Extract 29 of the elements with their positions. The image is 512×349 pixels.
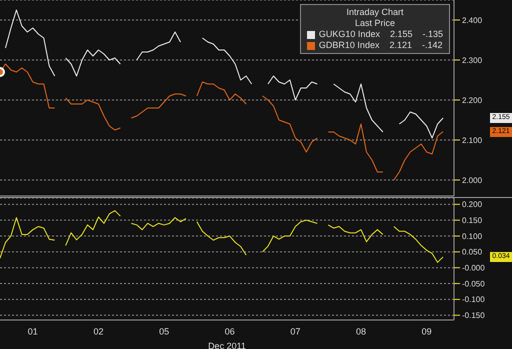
legend-label: GDBR10 Index (318, 40, 380, 51)
y-tick-label: 0.050 (462, 248, 483, 257)
x-axis-title: Dec 2011 (208, 341, 246, 349)
y-tick-label: -0.050 (462, 279, 486, 288)
x-tick-label: 07 (290, 326, 300, 336)
x-tick-label: 05 (159, 326, 170, 336)
y-tick-label: 0.100 (462, 232, 483, 241)
annotation: Last Price (354, 18, 396, 29)
y-tick-label: 2.300 (462, 56, 483, 65)
legend-label: GUKG10 Index (318, 29, 380, 40)
y-tick-label: 0.200 (462, 200, 483, 210)
annotation: -.142 (422, 40, 442, 51)
annotation: 2.121 (389, 40, 412, 51)
annotation: -.135 (422, 29, 443, 40)
legend-title: Intraday Chart (345, 7, 404, 18)
y-tick-label: 2.400 (462, 16, 483, 25)
y-tick-label: 0.150 (462, 216, 483, 226)
x-tick-label: 09 (422, 326, 432, 336)
y-tick-label: 2.100 (462, 136, 483, 145)
y-tick-label: -0.000 (462, 264, 486, 273)
x-tick-label: 08 (356, 326, 366, 336)
y-tick-label: -0.100 (462, 295, 486, 304)
y-tick-label: 2.200 (462, 96, 483, 105)
x-tick-label: 06 (224, 326, 235, 336)
y-tick-label: -0.150 (462, 311, 486, 320)
annotation: 2.155 (390, 29, 412, 40)
x-tick-label: 01 (28, 326, 38, 336)
x-tick-label: 02 (93, 326, 104, 336)
y-tick-label: 2.000 (462, 176, 483, 185)
